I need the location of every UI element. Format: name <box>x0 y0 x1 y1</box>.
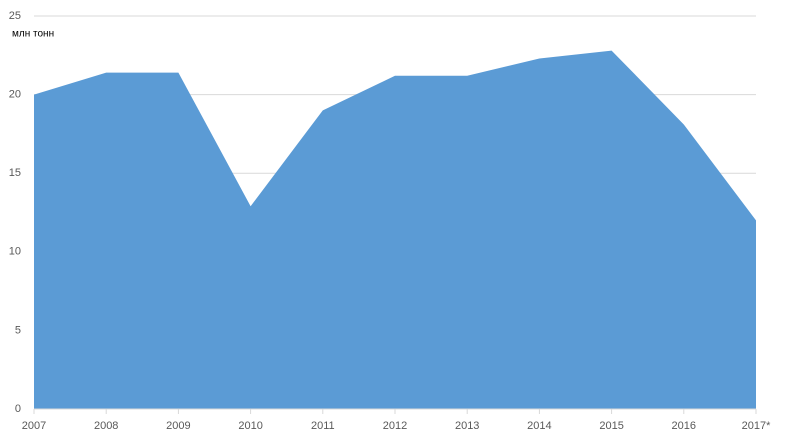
x-tick-label: 2012 <box>383 420 407 432</box>
area <box>34 50 756 410</box>
y-tick-label: 5 <box>15 324 21 336</box>
y-tick-label: 15 <box>9 167 21 179</box>
x-tick-label: 2008 <box>94 420 118 432</box>
x-tick-label: 2010 <box>238 420 262 432</box>
y-axis-label: млн тонн <box>12 29 54 40</box>
x-tick-label: 2007 <box>22 420 46 432</box>
x-tick-label: 2017* <box>742 420 771 432</box>
x-tick-label: 2016 <box>672 420 696 432</box>
y-tick-label: 0 <box>15 403 21 415</box>
y-tick-label: 20 <box>9 89 21 101</box>
y-tick-label: 25 <box>9 10 21 22</box>
x-tick-label: 2015 <box>599 420 623 432</box>
x-tick-label: 2011 <box>311 420 335 432</box>
x-tick-label: 2013 <box>455 420 479 432</box>
x-tick-label: 2014 <box>527 420 551 432</box>
y-tick-label: 10 <box>9 246 21 258</box>
x-tick-label: 2009 <box>166 420 190 432</box>
